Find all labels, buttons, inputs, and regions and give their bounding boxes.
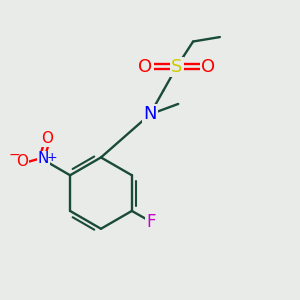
Text: O: O — [16, 154, 28, 169]
Text: O: O — [139, 58, 153, 76]
Text: S: S — [171, 58, 182, 76]
Text: +: + — [46, 151, 57, 164]
Text: −: − — [8, 148, 20, 161]
Text: N: N — [143, 105, 157, 123]
Text: O: O — [41, 131, 53, 146]
Text: F: F — [146, 213, 156, 231]
Text: O: O — [201, 58, 215, 76]
Text: N: N — [38, 152, 49, 166]
